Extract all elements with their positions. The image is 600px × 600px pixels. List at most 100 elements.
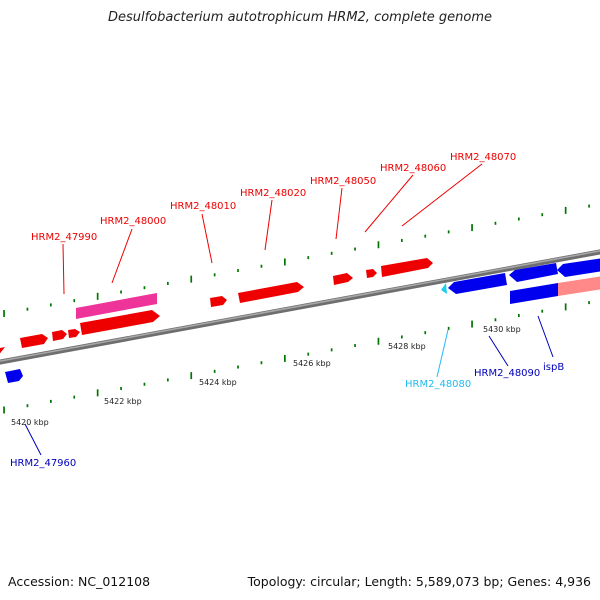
tick-label: 5422 kbp xyxy=(104,397,142,406)
gene-label[interactable]: HRM2_48000 xyxy=(100,216,166,227)
tick-mark xyxy=(284,258,286,266)
genome-backbone-highlight xyxy=(0,250,600,362)
tick-mark xyxy=(471,224,473,232)
tick-mark xyxy=(260,264,263,268)
tick-mark xyxy=(541,309,544,313)
tick-mark xyxy=(354,247,356,251)
tick-mark xyxy=(377,241,380,249)
tick-mark xyxy=(447,230,450,234)
tick-label: 5424 kbp xyxy=(199,378,237,387)
gene-arrow-hrm2-48060[interactable] xyxy=(366,269,377,278)
leader-line xyxy=(537,315,554,358)
gene-label[interactable]: HRM2_48070 xyxy=(450,152,516,163)
forward-genes xyxy=(0,258,433,356)
leader-line xyxy=(201,213,213,264)
leader-line xyxy=(335,187,343,240)
gene-arrow-hrm2-48010[interactable] xyxy=(210,296,227,307)
tick-mark xyxy=(260,361,263,365)
leader-line xyxy=(111,228,133,284)
leader-line xyxy=(264,199,273,251)
gene-arrow-hrm2-48000[interactable] xyxy=(80,310,160,335)
gene-label[interactable]: HRM2_48060 xyxy=(380,163,446,174)
gene-arrow[interactable] xyxy=(509,263,558,282)
tick-mark xyxy=(73,299,76,303)
tick-mark xyxy=(424,331,427,335)
tick-mark xyxy=(190,275,193,283)
leader-line xyxy=(24,423,42,456)
tick-mark xyxy=(330,251,333,255)
gene-arrow-hrm2-47960[interactable] xyxy=(5,369,23,383)
tick-mark xyxy=(494,221,497,225)
tick-mark xyxy=(167,281,169,285)
gene-label[interactable]: HRM2_48090 xyxy=(474,368,540,379)
tick-mark xyxy=(377,337,380,345)
tick-mark xyxy=(307,352,310,356)
tick-mark xyxy=(96,389,99,397)
tick-mark xyxy=(120,290,122,294)
tick-mark xyxy=(588,301,590,305)
leader-line xyxy=(436,329,449,378)
gene-arrow[interactable] xyxy=(68,329,80,338)
gene-label[interactable]: HRM2_47990 xyxy=(31,232,97,243)
gene-arrow[interactable] xyxy=(0,347,5,356)
tick-label: 5430 kbp xyxy=(483,325,521,334)
gene-arrow[interactable] xyxy=(557,258,600,277)
gene-arrow-hrm2-48050[interactable] xyxy=(333,273,353,285)
tick-mark xyxy=(3,406,5,414)
tick-mark xyxy=(26,307,29,311)
gene-box-ispb-light[interactable] xyxy=(558,276,600,296)
gene-arrow[interactable] xyxy=(20,334,48,348)
tick-labels: 5420 kbp 5422 kbp 5424 kbp 5426 kbp 5428 kbp… xyxy=(11,325,521,427)
leader-line xyxy=(401,163,483,227)
tick-mark xyxy=(447,326,450,330)
tick-mark xyxy=(26,404,29,408)
tick-label: 5426 kbp xyxy=(293,359,331,368)
tick-mark xyxy=(190,372,193,380)
gene-label[interactable]: HRM2_48080 xyxy=(405,379,471,390)
tick-mark xyxy=(588,204,590,208)
tick-mark xyxy=(143,382,146,386)
gene-arrow-hrm2-48080[interactable] xyxy=(441,283,447,294)
gene-box-hrm2-47990[interactable] xyxy=(76,293,157,319)
tick-mark xyxy=(564,303,567,311)
gene-arrow-hrm2-48090[interactable] xyxy=(448,273,507,294)
gene-arrow-hrm2-48070[interactable] xyxy=(381,258,433,277)
tick-label: 5420 kbp xyxy=(11,418,49,427)
tick-mark xyxy=(401,335,403,339)
gene-label[interactable]: HRM2_48020 xyxy=(240,188,306,199)
tick-mark xyxy=(213,273,216,277)
tick-mark xyxy=(3,310,5,317)
tick-mark xyxy=(541,213,544,217)
tick-label: 5428 kbp xyxy=(388,342,426,351)
tick-mark xyxy=(167,378,169,382)
gene-label[interactable]: HRM2_48010 xyxy=(170,201,236,212)
gene-arrow[interactable] xyxy=(52,330,67,341)
gene-label[interactable]: ispB xyxy=(543,362,564,373)
label-leader-lines xyxy=(24,163,554,456)
tick-mark xyxy=(120,387,122,391)
leader-line xyxy=(488,335,509,367)
tick-mark xyxy=(50,303,52,307)
tick-mark xyxy=(237,269,239,273)
page-title: Desulfobacterium autotrophicum HRM2, com… xyxy=(107,10,493,25)
tick-mark xyxy=(50,399,52,403)
gene-label[interactable]: HRM2_47960 xyxy=(10,458,76,469)
tick-mark xyxy=(143,286,146,290)
gene-arrow-hrm2-48020[interactable] xyxy=(238,282,304,303)
genome-backbone xyxy=(0,249,600,365)
gene-label[interactable]: HRM2_48050 xyxy=(310,176,376,187)
tick-mark xyxy=(213,369,216,373)
tick-mark xyxy=(564,206,567,214)
reverse-genes xyxy=(5,258,600,383)
tick-mark xyxy=(424,234,427,238)
tick-mark xyxy=(494,318,497,322)
tick-mark xyxy=(96,292,99,300)
tick-mark xyxy=(284,354,286,362)
tick-mark xyxy=(401,238,403,242)
tick-mark xyxy=(307,256,310,260)
minor-ticks xyxy=(3,204,590,414)
gene-box-ispb[interactable] xyxy=(510,283,558,304)
genome-summary-text: Topology: circular; Length: 5,589,073 bp… xyxy=(247,574,591,589)
tick-mark xyxy=(237,365,239,369)
